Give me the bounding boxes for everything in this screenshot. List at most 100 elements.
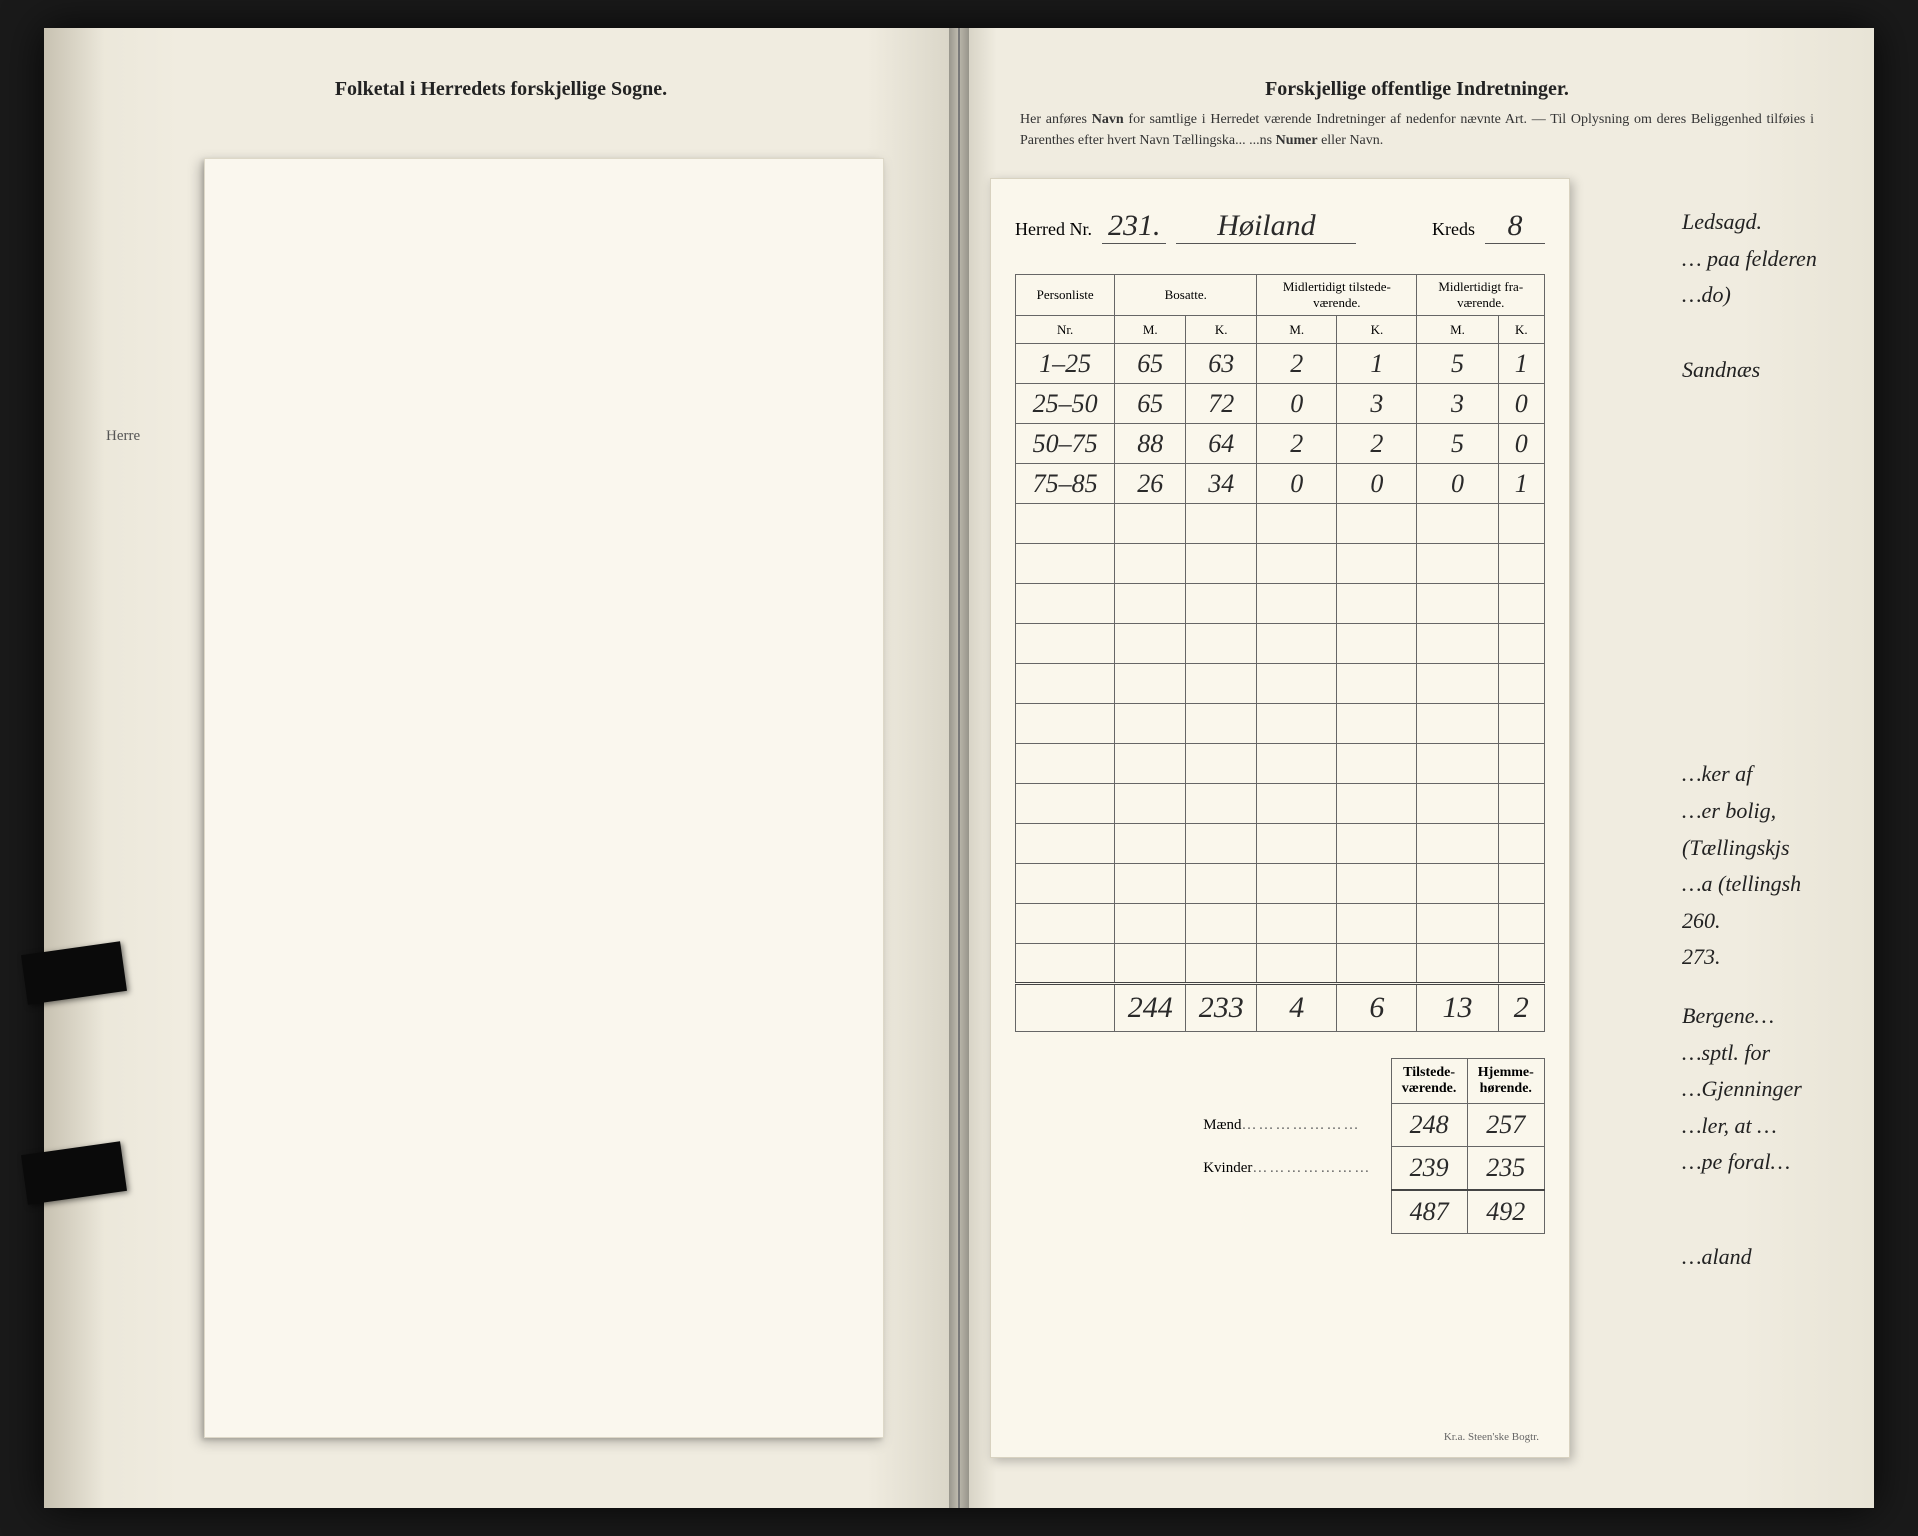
margin-note: Ledsagd. — [1682, 208, 1862, 237]
table-cell-empty — [1498, 504, 1544, 544]
table-cell-empty — [1417, 704, 1498, 744]
subtext-bold-navn: Navn — [1092, 112, 1124, 127]
table-cell-empty — [1498, 784, 1544, 824]
black-tab-upper — [21, 941, 127, 1004]
handwritten-value: 65 — [1137, 389, 1163, 418]
handwritten-total: 13 — [1443, 991, 1473, 1024]
table-cell-empty — [1186, 704, 1257, 744]
table-row: 25–5065720330 — [1016, 384, 1545, 424]
margin-note: …ler, at … — [1682, 1112, 1862, 1141]
table-cell-empty — [1498, 544, 1544, 584]
handwritten-value: 1 — [1370, 349, 1383, 378]
side-label: Herre — [106, 428, 140, 445]
col-k: K. — [1186, 316, 1257, 344]
table-cell-empty — [1115, 824, 1186, 864]
table-cell-empty — [1257, 784, 1337, 824]
table-cell-empty — [1417, 584, 1498, 624]
table-cell-empty — [1257, 944, 1337, 984]
handwritten-total: 233 — [1199, 991, 1244, 1024]
table-cell: 5 — [1417, 344, 1498, 384]
table-cell-empty — [1337, 744, 1417, 784]
table-cell-empty — [1115, 784, 1186, 824]
table-cell-empty — [1186, 624, 1257, 664]
table-cell: 1 — [1498, 464, 1544, 504]
col-k: K. — [1498, 316, 1544, 344]
handwritten-value: 2 — [1370, 429, 1383, 458]
table-cell-empty — [1417, 784, 1498, 824]
table-cell-empty — [1186, 864, 1257, 904]
handwritten-value: 0 — [1515, 389, 1528, 418]
herred-number: 231. — [1102, 209, 1167, 244]
table-cell-empty — [1417, 504, 1498, 544]
margin-note: …aland — [1682, 1243, 1862, 1272]
table-cell: 72 — [1186, 384, 1257, 424]
handwritten-total: 6 — [1369, 991, 1384, 1024]
table-cell-empty — [1498, 744, 1544, 784]
table-cell-total: 4 — [1257, 984, 1337, 1032]
handwritten-value: 0 — [1290, 469, 1303, 498]
table-cell-total: 244 — [1115, 984, 1186, 1032]
table-row-empty — [1016, 784, 1545, 824]
table-cell-empty — [1417, 664, 1498, 704]
table-cell-empty — [1186, 504, 1257, 544]
col-m: M. — [1417, 316, 1498, 344]
census-sheet: Herred Nr. 231. Høiland Kreds 8 Personli… — [990, 178, 1570, 1458]
kvinder-tilstede: 239 — [1410, 1153, 1449, 1182]
table-cell-empty — [1257, 744, 1337, 784]
col-tilstede: Tilstede- værende. — [1391, 1059, 1467, 1104]
table-cell-total: 233 — [1186, 984, 1257, 1032]
handwritten-value: 1 — [1515, 349, 1528, 378]
table-cell-empty — [1016, 504, 1115, 544]
margin-note: Bergene… — [1682, 1002, 1862, 1031]
census-table-head: Personliste Bosatte. Midlertidigt tilste… — [1016, 275, 1545, 344]
total-hjemme: 492 — [1486, 1197, 1525, 1226]
col-k: K. — [1337, 316, 1417, 344]
table-cell-empty — [1337, 624, 1417, 664]
table-cell: 1–25 — [1016, 344, 1115, 384]
margin-note: …Gjenninger — [1682, 1075, 1862, 1104]
margin-note: …sptl. for — [1682, 1039, 1862, 1068]
summary-table: Tilstede- værende. Hjemme- hørende. Mænd… — [1195, 1058, 1545, 1234]
table-cell-empty — [1186, 824, 1257, 864]
table-row-empty — [1016, 904, 1545, 944]
handwritten-total: 2 — [1514, 991, 1529, 1024]
table-cell-empty — [1115, 704, 1186, 744]
table-cell-empty — [1186, 784, 1257, 824]
handwritten-value: 34 — [1208, 469, 1234, 498]
table-cell: 2 — [1257, 424, 1337, 464]
margin-note: 273. — [1682, 943, 1862, 972]
margin-note: … paa felderen — [1682, 245, 1862, 274]
table-cell-empty — [1337, 544, 1417, 584]
col-personliste: Personliste — [1016, 275, 1115, 316]
table-cell-empty — [1498, 664, 1544, 704]
table-cell: 5 — [1417, 424, 1498, 464]
table-row: 75–8526340001 — [1016, 464, 1545, 504]
handwritten-value: 5 — [1451, 429, 1464, 458]
table-cell-empty — [1498, 824, 1544, 864]
right-page-subtext: Her anføres Navn for samtlige i Herredet… — [1020, 109, 1814, 151]
handwritten-total: 4 — [1289, 991, 1304, 1024]
table-row-empty — [1016, 664, 1545, 704]
table-cell-empty — [1186, 744, 1257, 784]
table-cell: 88 — [1115, 424, 1186, 464]
census-table-body: 1–256563215125–506572033050–758864225075… — [1016, 344, 1545, 1032]
table-cell-empty — [1257, 584, 1337, 624]
handwritten-value: 50–75 — [1033, 429, 1098, 458]
total-tilstede: 487 — [1410, 1197, 1449, 1226]
table-cell-total: 2 — [1498, 984, 1544, 1032]
table-cell-empty — [1016, 744, 1115, 784]
table-cell-empty — [1337, 944, 1417, 984]
table-cell-empty — [1417, 824, 1498, 864]
table-row-empty — [1016, 624, 1545, 664]
right-page-heading: Forskjellige offentlige Indretninger. — [1000, 78, 1834, 101]
table-cell-empty — [1257, 544, 1337, 584]
table-cell: 0 — [1498, 424, 1544, 464]
table-cell-empty — [1115, 904, 1186, 944]
table-cell: 75–85 — [1016, 464, 1115, 504]
table-cell-empty — [1186, 584, 1257, 624]
table-row-empty — [1016, 544, 1545, 584]
handwritten-value: 0 — [1290, 389, 1303, 418]
table-cell: 0 — [1337, 464, 1417, 504]
table-row-empty — [1016, 744, 1545, 784]
table-cell-empty — [1115, 864, 1186, 904]
